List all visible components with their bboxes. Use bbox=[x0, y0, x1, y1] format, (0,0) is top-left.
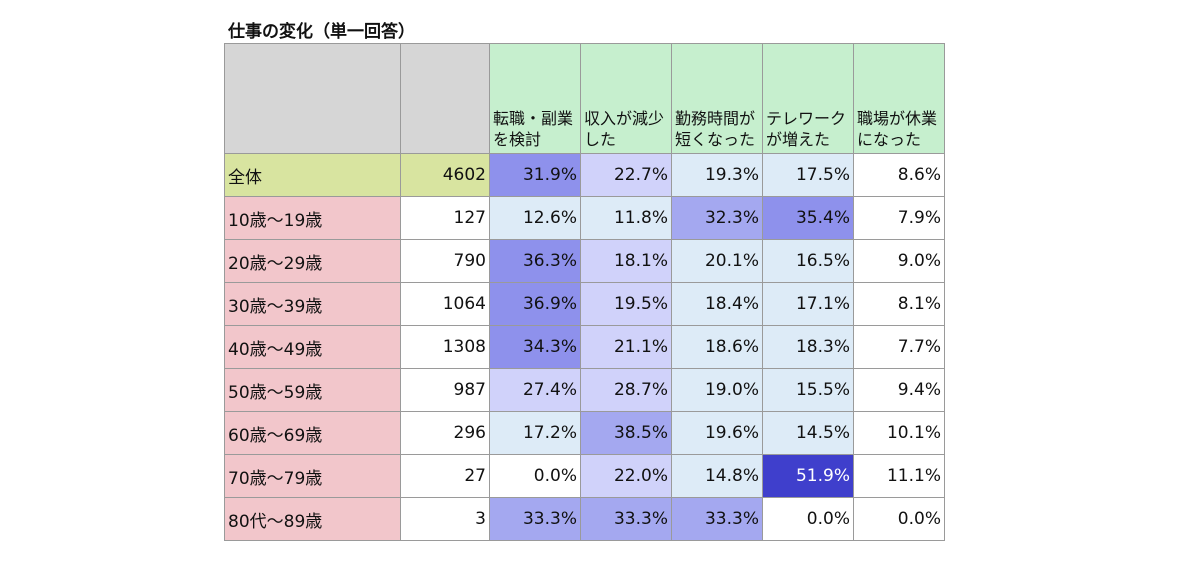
header-row: 転職・副業を検討 収入が減少した 勤務時間が短くなった テレワークが増えた 職場が休業に… bbox=[224, 43, 945, 154]
value-cell: 27.4% bbox=[489, 368, 581, 412]
value-cell: 22.0% bbox=[580, 454, 672, 498]
value-cell: 0.0% bbox=[489, 454, 581, 498]
value-cell: 14.8% bbox=[671, 454, 763, 498]
column-header: 勤務時間が短くなった bbox=[671, 43, 763, 154]
value-cell: 38.5% bbox=[580, 411, 672, 455]
value-cell: 20.1% bbox=[671, 239, 763, 283]
value-cell: 18.6% bbox=[671, 325, 763, 369]
row-label: 10歳～19歳 bbox=[224, 196, 401, 240]
value-cell: 32.3% bbox=[671, 196, 763, 240]
value-cell: 9.4% bbox=[853, 368, 945, 412]
table-row: 20歳～29歳 790 36.3% 18.1% 20.1% 16.5% 9.0% bbox=[224, 239, 945, 283]
row-label: 30歳～39歳 bbox=[224, 282, 401, 326]
row-count: 1308 bbox=[400, 325, 490, 369]
value-cell: 33.3% bbox=[580, 497, 672, 541]
value-cell: 51.9% bbox=[762, 454, 854, 498]
value-cell: 12.6% bbox=[489, 196, 581, 240]
value-cell: 19.5% bbox=[580, 282, 672, 326]
corner-header-label bbox=[224, 43, 401, 154]
row-label: 全体 bbox=[224, 153, 401, 197]
row-label: 60歳～69歳 bbox=[224, 411, 401, 455]
corner-header-count bbox=[400, 43, 490, 154]
row-label: 20歳～29歳 bbox=[224, 239, 401, 283]
value-cell: 0.0% bbox=[853, 497, 945, 541]
value-cell: 19.0% bbox=[671, 368, 763, 412]
value-cell: 17.1% bbox=[762, 282, 854, 326]
value-cell: 7.9% bbox=[853, 196, 945, 240]
value-cell: 14.5% bbox=[762, 411, 854, 455]
row-count: 27 bbox=[400, 454, 490, 498]
column-header: 収入が減少した bbox=[580, 43, 672, 154]
value-cell: 18.3% bbox=[762, 325, 854, 369]
value-cell: 7.7% bbox=[853, 325, 945, 369]
row-count: 790 bbox=[400, 239, 490, 283]
value-cell: 31.9% bbox=[489, 153, 581, 197]
value-cell: 36.9% bbox=[489, 282, 581, 326]
value-cell: 0.0% bbox=[762, 497, 854, 541]
value-cell: 10.1% bbox=[853, 411, 945, 455]
value-cell: 35.4% bbox=[762, 196, 854, 240]
value-cell: 9.0% bbox=[853, 239, 945, 283]
value-cell: 28.7% bbox=[580, 368, 672, 412]
value-cell: 33.3% bbox=[671, 497, 763, 541]
value-cell: 34.3% bbox=[489, 325, 581, 369]
table-row: 80代～89歳 3 33.3% 33.3% 33.3% 0.0% 0.0% bbox=[224, 497, 945, 541]
column-header: 職場が休業になった bbox=[853, 43, 945, 154]
table-body: 転職・副業を検討 収入が減少した 勤務時間が短くなった テレワークが増えた 職場が休業に… bbox=[224, 43, 945, 541]
value-cell: 16.5% bbox=[762, 239, 854, 283]
value-cell: 19.3% bbox=[671, 153, 763, 197]
value-cell: 19.6% bbox=[671, 411, 763, 455]
row-count: 296 bbox=[400, 411, 490, 455]
row-count: 4602 bbox=[400, 153, 490, 197]
table-row: 40歳～49歳 1308 34.3% 21.1% 18.6% 18.3% 7.7% bbox=[224, 325, 945, 369]
table-row: 全体 4602 31.9% 22.7% 19.3% 17.5% 8.6% bbox=[224, 153, 945, 197]
data-table: 転職・副業を検討 収入が減少した 勤務時間が短くなった テレワークが増えた 職場が休業に… bbox=[224, 43, 945, 541]
row-count: 1064 bbox=[400, 282, 490, 326]
value-cell: 8.1% bbox=[853, 282, 945, 326]
row-label: 40歳～49歳 bbox=[224, 325, 401, 369]
value-cell: 11.1% bbox=[853, 454, 945, 498]
table-title: 仕事の変化（単一回答） bbox=[228, 22, 415, 42]
column-header: 転職・副業を検討 bbox=[489, 43, 581, 154]
row-count: 987 bbox=[400, 368, 490, 412]
row-count: 3 bbox=[400, 497, 490, 541]
table-row: 10歳～19歳 127 12.6% 11.8% 32.3% 35.4% 7.9% bbox=[224, 196, 945, 240]
row-label: 80代～89歳 bbox=[224, 497, 401, 541]
table-row: 50歳～59歳 987 27.4% 28.7% 19.0% 15.5% 9.4% bbox=[224, 368, 945, 412]
value-cell: 18.1% bbox=[580, 239, 672, 283]
value-cell: 21.1% bbox=[580, 325, 672, 369]
row-label: 70歳～79歳 bbox=[224, 454, 401, 498]
value-cell: 8.6% bbox=[853, 153, 945, 197]
value-cell: 17.2% bbox=[489, 411, 581, 455]
value-cell: 11.8% bbox=[580, 196, 672, 240]
value-cell: 17.5% bbox=[762, 153, 854, 197]
table-row: 60歳～69歳 296 17.2% 38.5% 19.6% 14.5% 10.1% bbox=[224, 411, 945, 455]
row-label: 50歳～59歳 bbox=[224, 368, 401, 412]
value-cell: 22.7% bbox=[580, 153, 672, 197]
row-count: 127 bbox=[400, 196, 490, 240]
value-cell: 36.3% bbox=[489, 239, 581, 283]
value-cell: 15.5% bbox=[762, 368, 854, 412]
value-cell: 33.3% bbox=[489, 497, 581, 541]
value-cell: 18.4% bbox=[671, 282, 763, 326]
column-header: テレワークが増えた bbox=[762, 43, 854, 154]
table-row: 70歳～79歳 27 0.0% 22.0% 14.8% 51.9% 11.1% bbox=[224, 454, 945, 498]
table-row: 30歳～39歳 1064 36.9% 19.5% 18.4% 17.1% 8.1% bbox=[224, 282, 945, 326]
